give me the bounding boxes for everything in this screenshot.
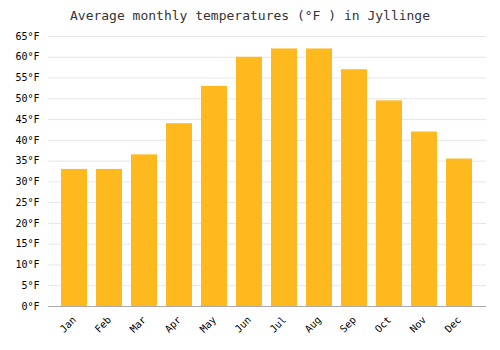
svg-text:Aug: Aug — [303, 314, 324, 335]
html-text:Average monthly temperatures (: Average monthly temperatures (°F ) in Jy… — [70, 8, 430, 23]
svg-text:10°F: 10°F — [15, 259, 39, 270]
svg-text:Feb: Feb — [93, 314, 114, 335]
svg-text:65°F: 65°F — [15, 31, 39, 42]
svg-text:Jan: Jan — [58, 314, 79, 335]
svg-text:20°F: 20°F — [15, 218, 39, 229]
svg-text:45°F: 45°F — [15, 114, 39, 125]
svg-text:Nov: Nov — [408, 314, 429, 335]
svg-text:35°F: 35°F — [15, 155, 39, 166]
svg-text:40°F: 40°F — [15, 135, 39, 146]
svg-text:Jun: Jun — [233, 314, 254, 335]
svg-text:5°F: 5°F — [21, 280, 39, 291]
svg-text:0°F: 0°F — [21, 301, 39, 312]
svg-text:Oct: Oct — [373, 314, 394, 335]
svg-text:May: May — [198, 314, 219, 335]
svg-text:50°F: 50°F — [15, 93, 39, 104]
svg-text:60°F: 60°F — [15, 51, 39, 62]
svg-text:Dec: Dec — [443, 314, 464, 335]
svg-text:25°F: 25°F — [15, 197, 39, 208]
svg-text:Jul: Jul — [268, 314, 289, 335]
svg-text:Apr: Apr — [163, 314, 184, 335]
svg-text:30°F: 30°F — [15, 176, 39, 187]
svg-text:Mar: Mar — [128, 314, 149, 335]
svg-text:15°F: 15°F — [15, 238, 39, 249]
svg-text:55°F: 55°F — [15, 72, 39, 83]
svg-text:Sep: Sep — [338, 314, 359, 335]
